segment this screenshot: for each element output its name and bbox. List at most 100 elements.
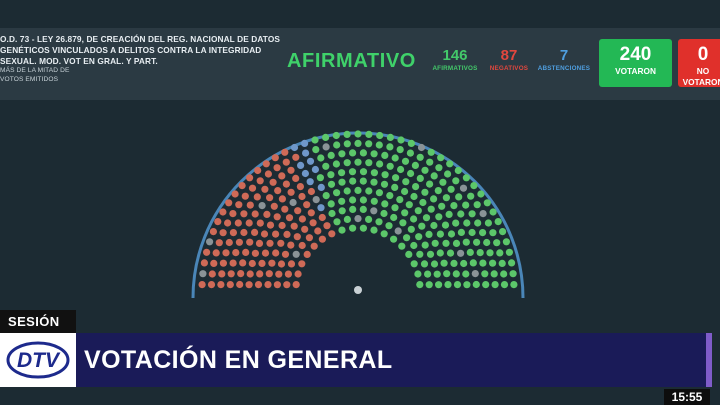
seat <box>390 235 398 243</box>
seat <box>446 249 455 257</box>
seat <box>505 248 513 256</box>
no-votaron-value: 0 <box>697 44 709 65</box>
motion-line-3: SEXUAL. MOD. VOT EN GRAL. Y PART. <box>0 56 158 66</box>
seat <box>499 228 507 236</box>
seat <box>416 153 424 161</box>
seat <box>275 270 283 278</box>
seat <box>322 133 330 141</box>
seat <box>483 199 491 207</box>
seat <box>410 241 418 250</box>
seat <box>425 230 433 238</box>
seat <box>402 178 410 186</box>
seat <box>327 180 336 188</box>
seat <box>401 157 410 165</box>
seat <box>234 219 242 227</box>
seat <box>472 280 480 289</box>
seat <box>206 238 214 246</box>
seat <box>370 197 378 205</box>
chamber-seat-map <box>191 130 525 299</box>
seat <box>473 201 481 209</box>
seat <box>441 221 450 229</box>
seat <box>454 166 462 175</box>
seat <box>447 185 455 193</box>
seat <box>354 139 362 147</box>
seat <box>349 224 357 232</box>
seat <box>470 182 478 190</box>
vote-result-label: AFIRMATIVO <box>287 50 416 72</box>
seat <box>283 230 291 238</box>
seat <box>466 248 474 256</box>
seat <box>416 281 424 289</box>
seat <box>477 190 485 198</box>
seat <box>349 196 357 204</box>
seat <box>251 210 259 218</box>
seat <box>467 192 475 200</box>
seat <box>294 207 302 215</box>
seat <box>508 259 516 267</box>
seat <box>305 234 313 242</box>
seat <box>468 228 476 237</box>
seat <box>282 158 290 166</box>
seat <box>310 242 318 250</box>
seat <box>391 183 399 191</box>
abstenciones-value: 7 <box>559 47 569 64</box>
seat <box>479 259 487 267</box>
votaron-value: 240 <box>619 44 652 65</box>
seat <box>489 229 497 237</box>
seat <box>370 169 378 177</box>
seat <box>333 218 341 226</box>
seat <box>245 219 253 227</box>
seat <box>307 209 315 217</box>
seat <box>348 168 357 176</box>
seat <box>426 250 435 258</box>
seat <box>264 170 272 178</box>
afirmativos-label: AFIRMATIVOS <box>432 65 478 72</box>
seat <box>452 177 460 185</box>
majority-rule-line-2: VOTOS EMITIDOS <box>0 75 59 83</box>
seat <box>338 150 346 158</box>
seat <box>265 270 273 278</box>
seat <box>318 235 326 243</box>
seat <box>349 205 357 213</box>
seat <box>452 239 461 247</box>
section-tag: SESIÓN <box>0 310 76 333</box>
seat <box>333 189 341 197</box>
seat <box>385 222 393 230</box>
seat <box>242 248 250 256</box>
seat <box>219 229 227 237</box>
seat <box>273 164 281 172</box>
lower-third-title: VOTACIÓN EN GENERAL <box>84 346 393 374</box>
seat <box>256 270 264 278</box>
seat <box>273 281 281 289</box>
seat <box>298 241 306 250</box>
seat <box>459 184 468 192</box>
seat <box>426 158 434 166</box>
seat <box>354 158 362 166</box>
seat <box>283 281 291 289</box>
seat <box>306 157 315 165</box>
seat <box>302 149 310 157</box>
seat <box>444 170 452 178</box>
seat <box>284 270 292 278</box>
seat <box>365 140 373 148</box>
seat <box>416 174 424 182</box>
seat <box>317 183 325 191</box>
seat <box>435 213 443 221</box>
seat <box>290 143 299 152</box>
seat <box>381 151 389 159</box>
seat <box>298 192 306 201</box>
seat <box>443 270 451 278</box>
seat <box>463 219 471 227</box>
seat <box>455 193 463 201</box>
seat <box>246 174 254 182</box>
seat <box>421 166 429 174</box>
seat <box>298 215 306 223</box>
seat <box>318 213 326 222</box>
seat <box>298 260 306 268</box>
seat <box>381 171 389 179</box>
seat <box>491 281 499 289</box>
seat <box>238 182 246 190</box>
no-votaron-label: NO VOTARON <box>682 66 720 87</box>
seat <box>359 168 368 176</box>
seat <box>486 249 494 257</box>
